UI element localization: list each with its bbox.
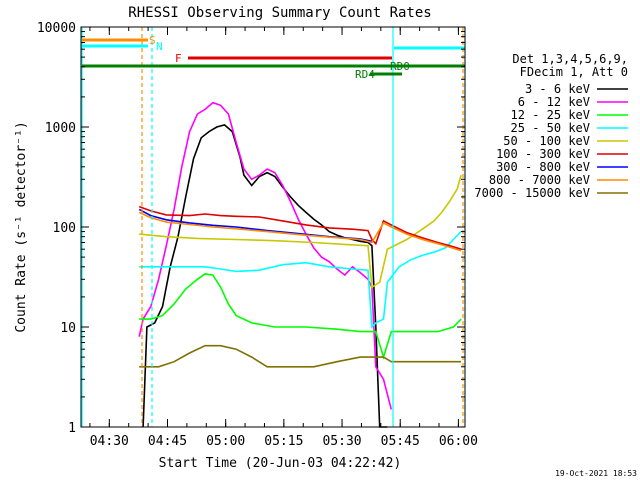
- legend-entry-label: 50 - 100 keV: [503, 134, 590, 148]
- series-line-7000-15000keV: [139, 344, 462, 368]
- flag-label-s: S: [149, 34, 156, 47]
- x-tick-label: 04:45: [148, 434, 187, 449]
- series-line-6-12keV: [138, 101, 393, 410]
- series-line-100-300keV: [138, 205, 462, 250]
- flag-label-rd4: RD4: [355, 68, 375, 81]
- legend-entry-label: 12 - 25 keV: [511, 108, 590, 122]
- x-tick-label: 05:15: [264, 434, 303, 449]
- y-tick-label: 1000: [45, 121, 76, 136]
- legend-entry-label: 7000 - 15000 keV: [474, 186, 590, 200]
- x-tick-label: 05:00: [206, 434, 245, 449]
- flag-label-rd0: RD0: [390, 60, 410, 73]
- series-line-800-7000keV: [138, 211, 462, 252]
- x-tick-label: 06:00: [439, 434, 478, 449]
- y-tick-label: 10: [60, 321, 76, 336]
- legend-entry-label: 100 - 300 keV: [496, 147, 590, 161]
- legend-entry-label: 25 - 50 keV: [511, 121, 590, 135]
- flag-label-n: N: [156, 40, 163, 53]
- y-tick-label: 100: [53, 221, 76, 236]
- series-line-50-100keV: [139, 174, 462, 289]
- x-axis-label: Start Time (20-Jun-03 04:22:42): [159, 456, 402, 471]
- series-line-25-50keV: [139, 231, 462, 329]
- legend: Det 1,3,4,5,6,9,FDecim 1, Att 0 3 - 6 keV…: [474, 52, 628, 200]
- x-tick-label: 04:30: [90, 434, 129, 449]
- legend-entry-label: 300 - 800 keV: [496, 160, 590, 174]
- x-tick-label: 05:30: [322, 434, 361, 449]
- series-line-12-25keV: [139, 273, 462, 360]
- y-tick-label: 10000: [37, 21, 76, 36]
- x-tick-label: 05:45: [381, 434, 420, 449]
- series-line-3-6keV: [142, 124, 388, 428]
- y-tick-label: 1: [68, 421, 76, 436]
- flag-label-f: F: [175, 52, 182, 65]
- legend-entry-label: 6 - 12 keV: [518, 95, 590, 109]
- footer-date: 19-Oct-2021 18:53: [555, 469, 637, 478]
- legend-header: FDecim 1, Att 0: [520, 65, 628, 79]
- chart-title: RHESSI Observing Summary Count Rates: [128, 5, 431, 21]
- legend-header: Det 1,3,4,5,6,9,: [512, 52, 628, 66]
- legend-entry-label: 3 - 6 keV: [525, 82, 590, 96]
- legend-entry-label: 800 - 7000 keV: [489, 173, 590, 187]
- y-axis-label: Count Rate (s⁻¹ detector⁻¹): [14, 121, 29, 332]
